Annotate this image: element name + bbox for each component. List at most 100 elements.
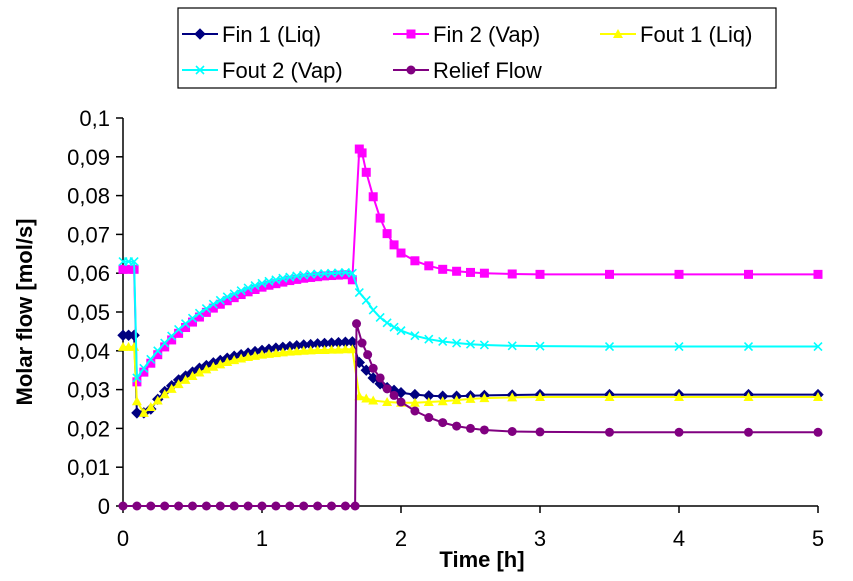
data-point bbox=[319, 269, 330, 279]
data-point bbox=[270, 348, 281, 358]
data-point bbox=[229, 501, 239, 511]
data-point bbox=[813, 391, 823, 401]
data-point bbox=[437, 396, 448, 406]
data-point bbox=[243, 352, 254, 362]
data-point bbox=[340, 501, 350, 511]
data-point bbox=[201, 501, 211, 511]
y-tick-label: 0,1 bbox=[79, 106, 110, 131]
data-point bbox=[347, 344, 358, 354]
series-fin-2-vap bbox=[118, 144, 823, 387]
y-tick-label: 0 bbox=[98, 494, 110, 519]
data-point bbox=[215, 359, 226, 369]
data-point bbox=[132, 373, 142, 383]
data-point bbox=[674, 427, 684, 437]
data-point bbox=[813, 269, 823, 279]
x-tick-label: 2 bbox=[395, 526, 407, 551]
data-point bbox=[305, 345, 316, 355]
data-point bbox=[382, 384, 392, 394]
data-point bbox=[118, 501, 128, 511]
data-point bbox=[368, 363, 378, 373]
data-point bbox=[313, 272, 323, 282]
data-point bbox=[743, 391, 754, 401]
data-point bbox=[410, 331, 420, 341]
data-point bbox=[187, 371, 198, 381]
data-point bbox=[263, 348, 274, 358]
data-point bbox=[375, 213, 385, 223]
data-point bbox=[138, 407, 149, 417]
data-point bbox=[410, 256, 420, 266]
data-point bbox=[285, 276, 295, 286]
x-tick-label: 3 bbox=[534, 526, 546, 551]
data-point bbox=[180, 319, 191, 329]
data-point bbox=[347, 268, 357, 278]
data-point bbox=[382, 397, 393, 407]
data-point bbox=[132, 501, 142, 511]
x-ticks: 0 1 2 3 4 5 bbox=[117, 506, 824, 551]
data-point bbox=[146, 354, 156, 364]
data-point bbox=[813, 427, 823, 437]
data-point bbox=[382, 229, 392, 239]
data-point bbox=[174, 328, 184, 338]
data-point bbox=[146, 501, 156, 511]
data-point bbox=[291, 346, 302, 356]
data-point bbox=[368, 192, 378, 202]
data-point bbox=[278, 273, 288, 283]
data-point bbox=[250, 281, 260, 291]
data-point bbox=[257, 282, 267, 292]
data-point bbox=[236, 286, 246, 296]
data-point bbox=[438, 264, 448, 274]
data-point bbox=[375, 373, 385, 383]
x-tick-label: 0 bbox=[117, 526, 129, 551]
data-point bbox=[229, 289, 239, 299]
data-point bbox=[674, 269, 684, 279]
data-point bbox=[152, 395, 163, 405]
data-point bbox=[243, 501, 253, 511]
data-point bbox=[271, 275, 281, 285]
data-point bbox=[368, 395, 379, 405]
y-tick-label: 0,01 bbox=[67, 455, 110, 480]
data-point bbox=[215, 295, 225, 305]
data-point bbox=[278, 277, 288, 287]
data-point bbox=[424, 334, 434, 344]
data-point bbox=[479, 425, 489, 435]
data-point bbox=[409, 397, 420, 407]
data-point bbox=[222, 296, 232, 306]
data-point bbox=[605, 427, 614, 437]
y-tick-label: 0,06 bbox=[67, 261, 110, 286]
legend-label: Fin 2 (Vap) bbox=[433, 22, 540, 47]
data-point bbox=[250, 350, 261, 360]
data-point bbox=[194, 312, 204, 322]
data-point bbox=[535, 341, 545, 351]
legend-label: Relief Flow bbox=[433, 58, 542, 83]
data-point bbox=[423, 397, 434, 407]
y-tick-label: 0,04 bbox=[67, 339, 110, 364]
data-point bbox=[201, 364, 212, 374]
data-point bbox=[271, 501, 281, 511]
data-point bbox=[250, 284, 260, 294]
data-point bbox=[535, 427, 545, 437]
data-point bbox=[194, 367, 205, 377]
data-point bbox=[145, 402, 156, 412]
x-tick-label: 4 bbox=[673, 526, 685, 551]
data-point bbox=[350, 501, 360, 511]
data-point bbox=[361, 295, 371, 305]
y-tick-label: 0,08 bbox=[67, 184, 110, 209]
data-point bbox=[535, 269, 545, 279]
data-point bbox=[257, 501, 267, 511]
data-point bbox=[187, 313, 198, 323]
data-point bbox=[605, 269, 614, 279]
data-point bbox=[340, 344, 351, 354]
data-point bbox=[479, 340, 489, 350]
legend-label: Fout 1 (Liq) bbox=[640, 22, 753, 47]
data-point bbox=[352, 319, 362, 329]
legend-marker bbox=[194, 28, 206, 40]
data-point bbox=[277, 347, 288, 357]
data-point bbox=[312, 345, 323, 355]
data-point bbox=[131, 396, 142, 406]
data-point bbox=[284, 346, 295, 356]
data-point bbox=[320, 271, 330, 281]
legend-item: Relief Flow bbox=[393, 58, 542, 83]
data-point bbox=[375, 312, 385, 322]
data-point bbox=[744, 269, 753, 279]
